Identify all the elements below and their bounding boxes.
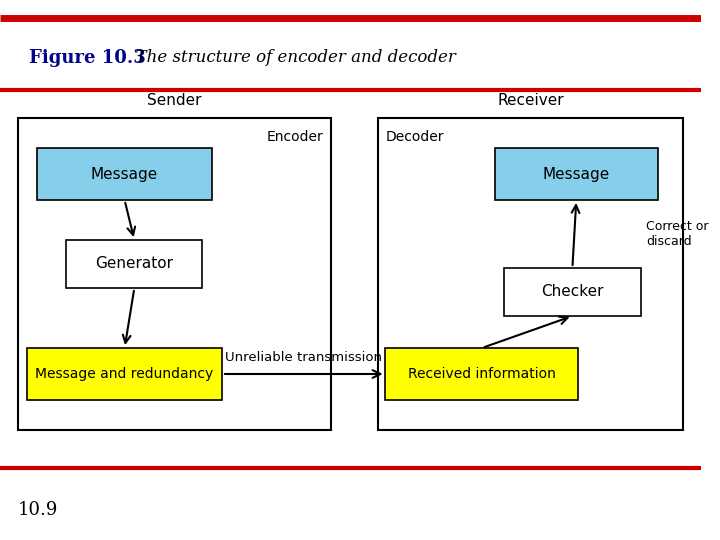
Text: Message: Message [91, 166, 158, 181]
Text: Correct or
discard: Correct or discard [647, 220, 709, 248]
Text: Unreliable transmission: Unreliable transmission [225, 351, 382, 364]
Text: Figure 10.3: Figure 10.3 [30, 49, 146, 67]
Text: Message and redundancy: Message and redundancy [35, 367, 214, 381]
FancyBboxPatch shape [17, 118, 331, 430]
FancyBboxPatch shape [495, 148, 658, 200]
FancyBboxPatch shape [378, 118, 683, 430]
FancyBboxPatch shape [37, 148, 212, 200]
Text: The structure of encoder and decoder: The structure of encoder and decoder [125, 50, 456, 66]
Text: Sender: Sender [147, 93, 202, 108]
Text: Checker: Checker [541, 285, 603, 300]
FancyBboxPatch shape [66, 240, 202, 288]
Text: Message: Message [543, 166, 610, 181]
Text: Decoder: Decoder [385, 130, 444, 144]
FancyBboxPatch shape [27, 348, 222, 400]
Text: 10.9: 10.9 [17, 501, 58, 519]
FancyBboxPatch shape [385, 348, 578, 400]
Text: Generator: Generator [95, 256, 174, 272]
Text: Receiver: Receiver [498, 93, 564, 108]
Text: Received information: Received information [408, 367, 556, 381]
Text: Encoder: Encoder [266, 130, 323, 144]
FancyBboxPatch shape [504, 268, 641, 316]
